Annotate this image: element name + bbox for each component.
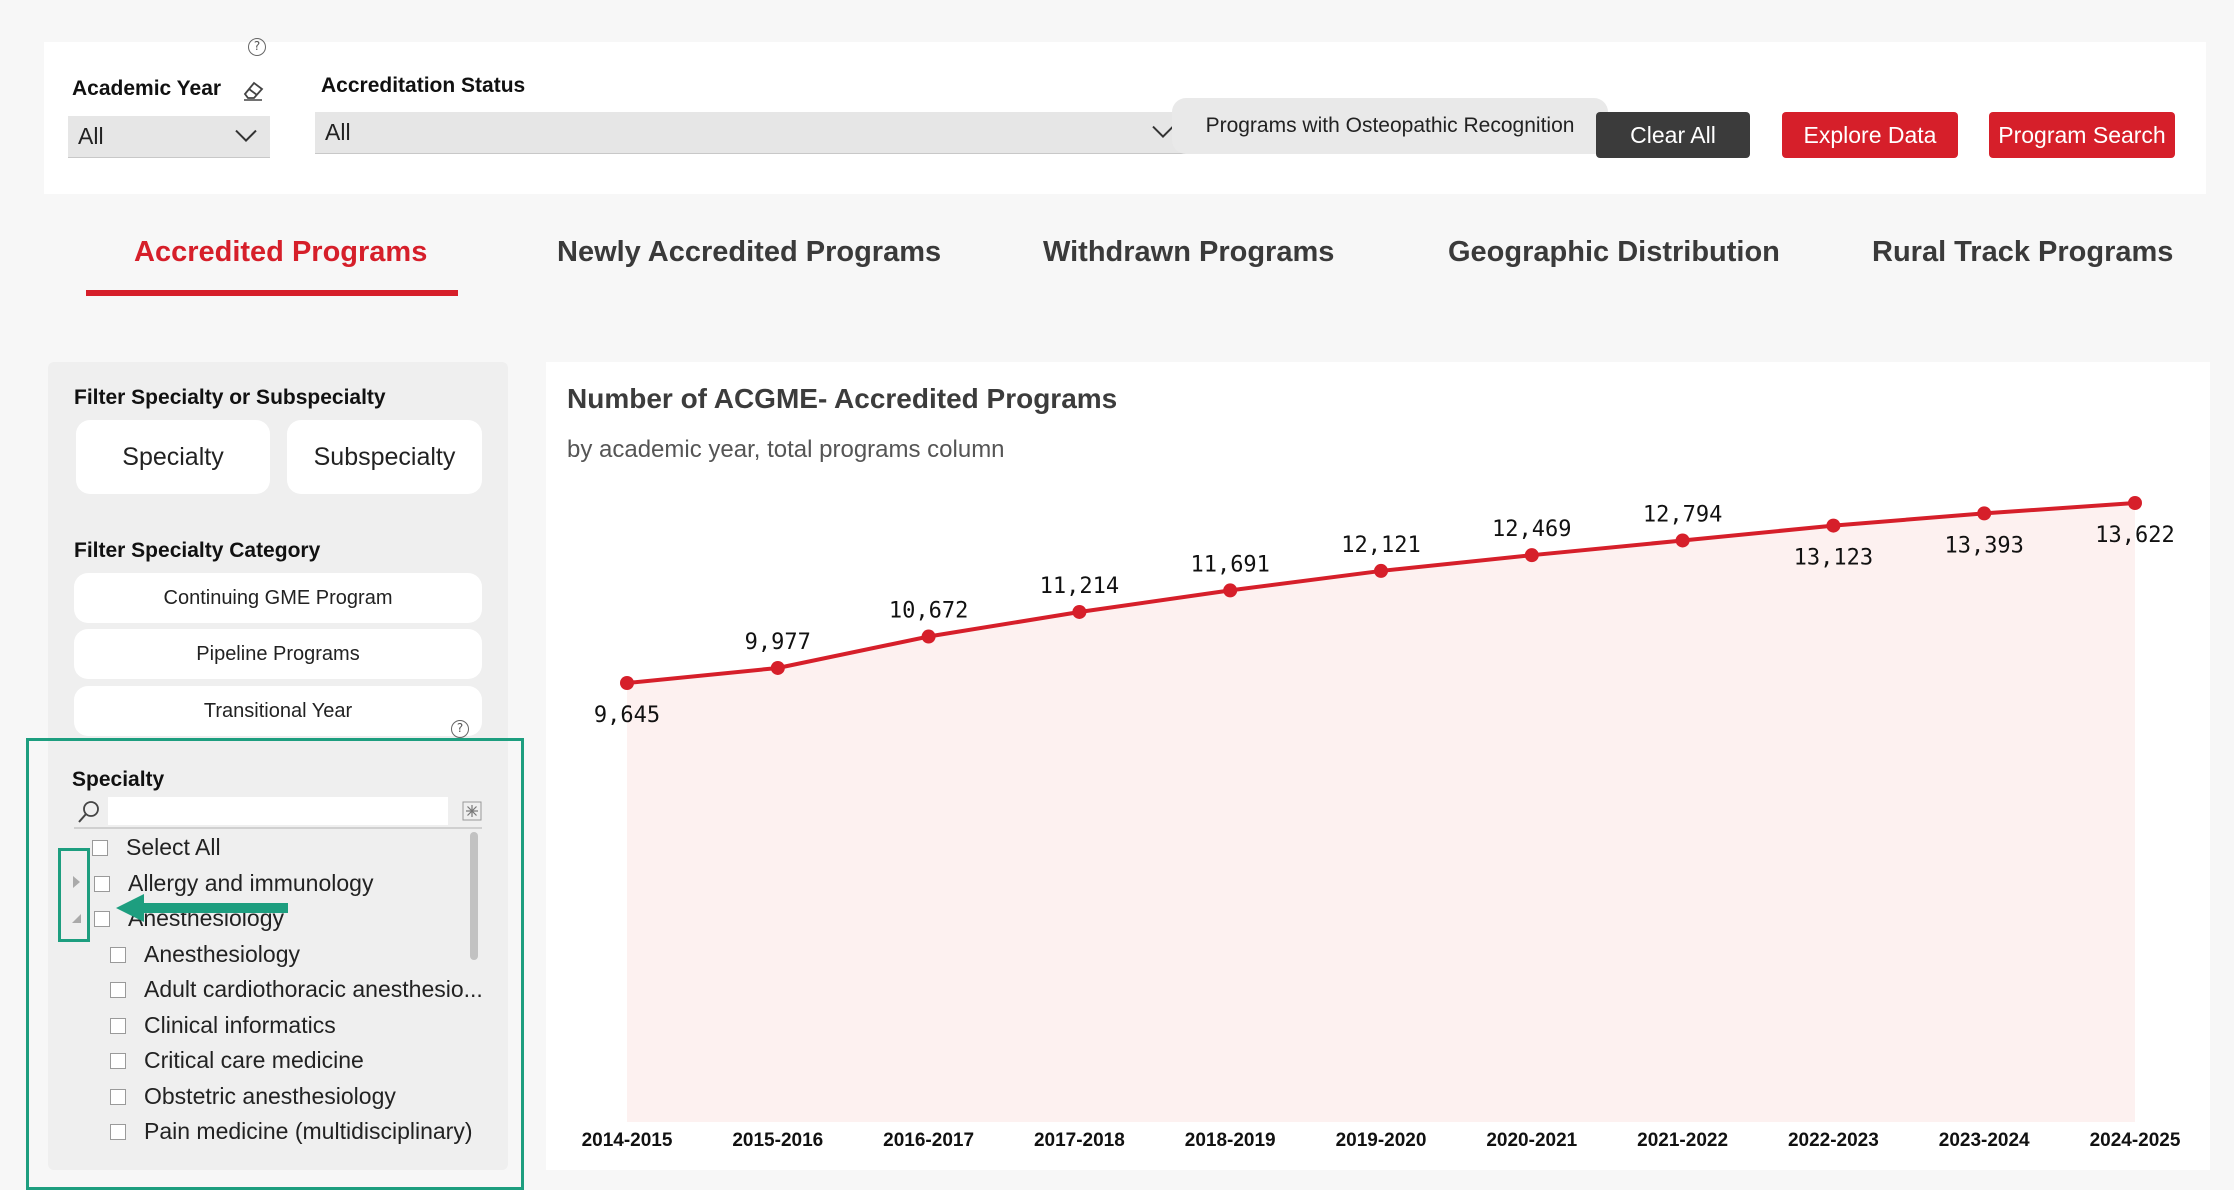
data-point[interactable] [770,660,785,675]
filter-type-label: Filter Specialty or Subspecialty [74,386,386,409]
academic-year-value: All [78,123,104,149]
chevron-down-icon [235,129,257,142]
data-label: 13,393 [1944,533,2023,558]
x-tick-label: 2019-2020 [1336,1130,1427,1151]
specialty-slicer-highlight [26,738,524,1190]
checkbox[interactable] [92,839,108,856]
specialty-slicer-title: Specialty [72,768,165,791]
x-tick-label: 2017-2018 [1034,1130,1125,1151]
checkbox[interactable] [94,910,110,927]
x-tick-label: 2014-2015 [582,1130,673,1151]
data-point[interactable] [921,629,936,644]
tab-geographic-distribution[interactable]: Geographic Distribution [1448,236,1780,268]
help-icon[interactable]: ? [248,38,266,56]
plot-area: 9,645 2014-2015 9,977 2015-2016 10,672 2016-2… [582,496,2181,1151]
area-fill [627,503,2135,1122]
x-tick-label: 2024-2025 [2090,1130,2181,1151]
chart-title: Number of ACGME- Accredited Programs [567,383,1118,414]
checkbox[interactable] [110,1017,126,1034]
data-point[interactable] [1374,563,1388,578]
expand-collapse-highlight [58,848,90,942]
line-chart: 9,645 2014-2015 9,977 2015-2016 10,672 2016-2… [582,496,2181,1151]
arrow-annotation-icon [116,894,288,922]
tab-rural-track-programs[interactable]: Rural Track Programs [1872,236,2174,268]
active-tab-indicator [86,290,458,296]
tab-newly-accredited-programs[interactable]: Newly Accredited Programs [557,236,942,268]
data-point[interactable] [1072,604,1087,619]
eraser-icon[interactable] [240,77,266,103]
data-point[interactable] [620,676,634,690]
data-point[interactable] [1223,583,1238,598]
filter-panel [48,362,508,1170]
data-label: 9,977 [745,630,811,655]
expand-caret-icon[interactable] [70,874,82,890]
x-tick-label: 2021-2022 [1637,1130,1728,1151]
academic-year-label: Academic Year [72,77,222,100]
data-label: 9,645 [594,703,660,728]
checkbox[interactable] [110,946,126,963]
checkbox[interactable] [110,1052,126,1069]
data-label: 10,672 [889,599,968,624]
accreditation-status-label: Accreditation Status [321,74,526,97]
category-transitional-year-button[interactable]: Transitional Year [74,686,482,736]
chevron-down-icon [1152,125,1174,138]
tab-accredited-programs[interactable]: Accredited Programs [134,236,428,268]
subspecialty-button[interactable]: Subspecialty [287,420,482,494]
data-point[interactable] [1524,548,1539,563]
slicer-scrollbar[interactable] [470,832,478,960]
list-item-adult-cardiothoracic[interactable]: Adult cardiothoracic anesthesio... [110,976,483,1003]
x-tick-label: 2018-2019 [1185,1130,1276,1151]
data-label: 13,622 [2095,523,2174,548]
chart-subtitle: by academic year, total programs column [567,436,1005,463]
x-tick-label: 2022-2023 [1788,1130,1879,1151]
x-tick-label: 2016-2017 [883,1130,974,1151]
slicer-search [74,795,482,829]
category-pipeline-button[interactable]: Pipeline Programs [74,629,482,679]
accreditation-status-dropdown[interactable]: All [315,112,1187,154]
filter-bar: ? Academic Year All Accreditation Status… [44,38,2206,194]
list-item-obstetric-anesthesiology[interactable]: Obstetric anesthesiology [110,1083,396,1110]
help-icon[interactable]: ? [451,720,469,738]
x-tick-label: 2020-2021 [1486,1130,1577,1151]
tab-withdrawn-programs[interactable]: Withdrawn Programs [1043,236,1335,268]
accreditation-status-value: All [325,119,351,145]
data-label: 13,123 [1794,546,1873,571]
checkbox[interactable] [94,875,110,892]
list-item-critical-care[interactable]: Critical care medicine [110,1047,364,1074]
checkbox[interactable] [110,1088,126,1105]
data-point[interactable] [1675,533,1690,548]
list-item-anesthesiology[interactable]: Anesthesiology [110,941,300,968]
list-item-clinical-informatics[interactable]: Clinical informatics [110,1012,336,1039]
data-label: 12,794 [1643,502,1722,527]
collapse-caret-icon[interactable] [70,910,84,926]
data-point[interactable] [1826,518,1841,533]
category-continuing-gme-button[interactable]: Continuing GME Program [74,573,482,623]
specialty-button[interactable]: Specialty [76,420,270,494]
category-label: Filter Specialty Category [74,539,321,562]
program-search-button[interactable]: Program Search [1989,112,2175,158]
slicer-search-input[interactable] [108,797,448,825]
list-item-select-all[interactable]: Select All [92,834,221,861]
search-icon [78,801,99,823]
data-label: 12,121 [1341,533,1420,558]
checkbox[interactable] [110,1123,126,1140]
osteopathic-recognition-button[interactable]: Programs with Osteopathic Recognition [1172,98,1608,154]
data-label: 11,214 [1040,574,1119,599]
academic-year-dropdown[interactable]: All [68,116,270,158]
list-item-allergy-immunology[interactable]: Allergy and immunology [94,870,373,897]
clear-selection-icon[interactable] [462,801,482,821]
data-point[interactable] [2128,496,2142,510]
data-label: 11,691 [1190,552,1269,577]
data-point[interactable] [1977,506,1992,521]
data-label: 12,469 [1492,517,1571,542]
list-item-pain-medicine[interactable]: Pain medicine (multidisciplinary) [110,1118,473,1145]
checkbox[interactable] [110,981,126,998]
explore-data-button[interactable]: Explore Data [1782,112,1958,158]
clear-all-button[interactable]: Clear All [1596,112,1750,158]
x-tick-label: 2023-2024 [1939,1130,2030,1151]
x-tick-label: 2015-2016 [732,1130,823,1151]
